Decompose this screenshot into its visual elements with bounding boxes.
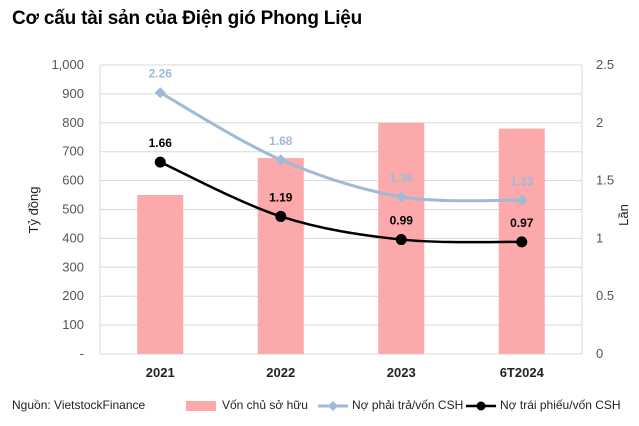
marker-no-trai-phieu xyxy=(154,156,166,168)
data-label-no-phai-tra: 1.36 xyxy=(390,171,414,185)
legend-label-line1: Nợ phải trả/vốn CSH xyxy=(352,398,463,412)
category-label: 2021 xyxy=(146,365,175,380)
marker-no-phai-tra xyxy=(395,191,407,203)
data-label-no-trai-phieu: 1.19 xyxy=(269,190,293,204)
bar-2022 xyxy=(257,158,304,354)
data-label-no-phai-tra: 1.68 xyxy=(269,134,293,148)
marker-no-phai-tra xyxy=(516,194,528,206)
chart-title: Cơ cấu tài sản của Điện gió Phong Liệu xyxy=(12,8,363,29)
data-label-no-phai-tra: 1.33 xyxy=(510,174,534,188)
bar-2021 xyxy=(137,195,184,354)
right-tick-label: 1.5 xyxy=(596,173,614,188)
right-tick-label: 0 xyxy=(596,346,603,361)
data-label-no-trai-phieu: 0.97 xyxy=(510,216,534,230)
right-axis-title: Lần xyxy=(616,204,631,226)
left-tick-label: 400 xyxy=(62,230,84,245)
left-tick-label: 300 xyxy=(62,259,84,274)
data-label-no-trai-phieu: 0.99 xyxy=(390,214,414,228)
marker-no-phai-tra xyxy=(275,154,287,166)
left-tick-label: 100 xyxy=(62,317,84,332)
legend-label-bar: Vốn chủ sở hữu xyxy=(222,398,308,412)
left-tick-label: 900 xyxy=(62,86,84,101)
right-tick-label: 1 xyxy=(596,230,603,245)
left-tick-label: 1,000 xyxy=(51,57,84,72)
source-note: Nguồn: VietstockFinance xyxy=(12,398,146,412)
legend-marker-line1 xyxy=(328,401,338,411)
category-label: 2023 xyxy=(387,365,416,380)
left-tick-label: 600 xyxy=(62,173,84,188)
legend-marker-line2 xyxy=(476,401,486,411)
marker-no-trai-phieu xyxy=(395,234,407,246)
left-tick-label: 200 xyxy=(62,288,84,303)
left-axis-title: Tỷ đồng xyxy=(26,187,41,234)
left-tick-label: 700 xyxy=(62,144,84,159)
marker-no-phai-tra xyxy=(154,87,166,99)
data-label-no-phai-tra: 2.26 xyxy=(149,67,173,81)
data-label-no-trai-phieu: 1.66 xyxy=(149,136,173,150)
left-tick-label: 800 xyxy=(62,115,84,130)
legend-label-line2: Nợ trái phiếu/vốn CSH xyxy=(500,398,621,412)
left-tick-label: - xyxy=(80,346,84,361)
line-no-phai-tra xyxy=(159,91,522,203)
marker-no-trai-phieu xyxy=(275,210,287,222)
category-label: 2022 xyxy=(266,365,295,380)
right-tick-label: 0.5 xyxy=(596,288,614,303)
legend-swatch-bar xyxy=(186,401,216,411)
right-tick-label: 2 xyxy=(596,115,603,130)
right-tick-label: 2.5 xyxy=(596,57,614,72)
line-no-trai-phieu xyxy=(159,160,522,244)
category-label: 6T2024 xyxy=(500,365,545,380)
left-tick-label: 500 xyxy=(62,202,84,217)
marker-no-trai-phieu xyxy=(516,236,528,248)
